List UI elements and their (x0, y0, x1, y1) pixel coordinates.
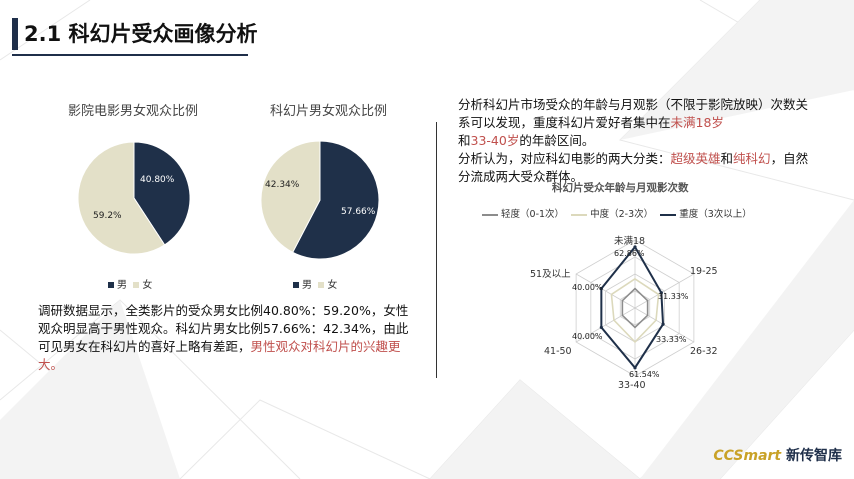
legend-line-light (482, 213, 498, 216)
radar-chart (575, 239, 695, 377)
legend-label-male: 男 (302, 280, 312, 291)
legend-swatch-male (108, 282, 114, 288)
divider-line (436, 122, 437, 378)
legend-label-female: 女 (327, 280, 338, 291)
analysis-text-1: 分析科幻片市场受众的年龄与月观影（不限于影院放映）次数关系可以发现，重度科幻片爱… (458, 97, 809, 130)
pie-left-legend: 男 女 (108, 276, 152, 291)
radar-point (659, 291, 663, 295)
left-summary-highlight: 男性观众对科幻片的兴趣更大。 (38, 339, 401, 372)
analysis-text-3: 的年龄区间。 (519, 133, 595, 148)
analysis-highlight-under18: 未满18岁 (670, 115, 724, 130)
pie-left-slice-female (77, 141, 166, 255)
radar-series-line (621, 287, 649, 329)
radar-axis-label: 51及以上 (530, 269, 571, 280)
pie-right-slice-female (260, 140, 321, 253)
legend-light: 轻度（0-1次） (501, 209, 565, 220)
pie-left-label-female: 59.2% (93, 211, 122, 221)
brand-logo: CCSmart 新传智库 (713, 445, 842, 465)
legend-medium: 中度（2-3次） (590, 209, 654, 220)
radar-series-line (600, 245, 665, 370)
radar-point (599, 286, 603, 291)
radar-point (599, 325, 603, 330)
radar-legend: 轻度（0-1次） 中度（2-3次） 重度（3次以上） (482, 206, 752, 220)
pie-right-chart (260, 140, 380, 260)
brand-name-cn: 新传智库 (786, 448, 842, 464)
radar-axis-spoke (634, 273, 695, 309)
radar-axis-label: 26-32 (690, 346, 718, 357)
radar-axis-spoke (575, 307, 636, 343)
legend-label-male: 男 (117, 280, 127, 291)
analysis-text-4: 分析认为，对应科幻电影的两大分类： (458, 151, 671, 166)
legend-label-female: 女 (142, 280, 153, 291)
left-summary-body: 调研数据显示，全类影片的受众男女比例40.80%：59.20%，女性观众明显高于… (38, 303, 409, 354)
right-analysis-text: 分析科幻片市场受众的年龄与月观影（不限于影院放映）次数关系可以发现，重度科幻片爱… (458, 96, 820, 186)
legend-swatch-male (293, 282, 299, 288)
radar-axis-label: 未满18 (614, 236, 646, 247)
radar-point (633, 245, 637, 249)
pie-right-label-female: 42.34% (265, 180, 300, 190)
analysis-text-2: 和 (458, 133, 471, 148)
title-underline (12, 54, 248, 56)
pie-right-title: 科幻片男女观众比例 (270, 104, 388, 119)
pie-left-label-male: 40.80% (140, 175, 175, 185)
radar-value-label: 62.86% (614, 249, 645, 258)
legend-swatch-female (133, 282, 140, 288)
analysis-text-5: 和 (720, 151, 734, 166)
radar-axis-spoke (575, 273, 636, 309)
pie-right-slice-male (292, 140, 380, 260)
analysis-highlight-superhero: 超级英雄 (670, 151, 721, 166)
pie-left-title: 影院电影男女观众比例 (68, 104, 199, 119)
radar-series-line (610, 277, 660, 344)
title-accent-bar (12, 18, 18, 50)
legend-swatch-female (318, 282, 325, 288)
radar-axis-label: 33-40 (618, 380, 646, 391)
pie-right-legend: 男 女 (293, 276, 337, 291)
pie-left-chart (77, 141, 191, 255)
radar-point (661, 322, 665, 326)
legend-line-medium (571, 213, 588, 216)
legend-heavy: 重度（3次以上） (679, 209, 752, 220)
radar-value-label: 31.33% (658, 292, 689, 301)
radar-axis-spoke (634, 307, 695, 343)
brand-name: CCSmart (713, 448, 782, 464)
analysis-highlight-33-40: 33-40岁 (470, 133, 520, 148)
radar-point (633, 366, 637, 370)
pie-right-label-male: 57.66% (341, 207, 376, 217)
page-title: 2.1 科幻片受众画像分析 (24, 22, 258, 46)
legend-line-heavy (660, 213, 677, 216)
radar-value-label: 61.54% (629, 370, 660, 379)
radar-title: 科幻片受众年龄与月观影次数 (552, 182, 689, 194)
analysis-highlight-scifi: 纯科幻 (733, 151, 771, 166)
left-summary-text: 调研数据显示，全类影片的受众男女比例40.80%：59.20%，女性观众明显高于… (38, 302, 416, 374)
radar-axis-label: 19-25 (690, 266, 718, 277)
analysis-text-6: ，自然分流成两大受众群体。 (458, 151, 809, 184)
radar-axis-label: 41-50 (544, 346, 572, 357)
radar-value-label: 40.00% (572, 283, 603, 292)
radar-value-label: 40.00% (572, 332, 603, 341)
radar-value-label: 33.33% (656, 335, 687, 344)
